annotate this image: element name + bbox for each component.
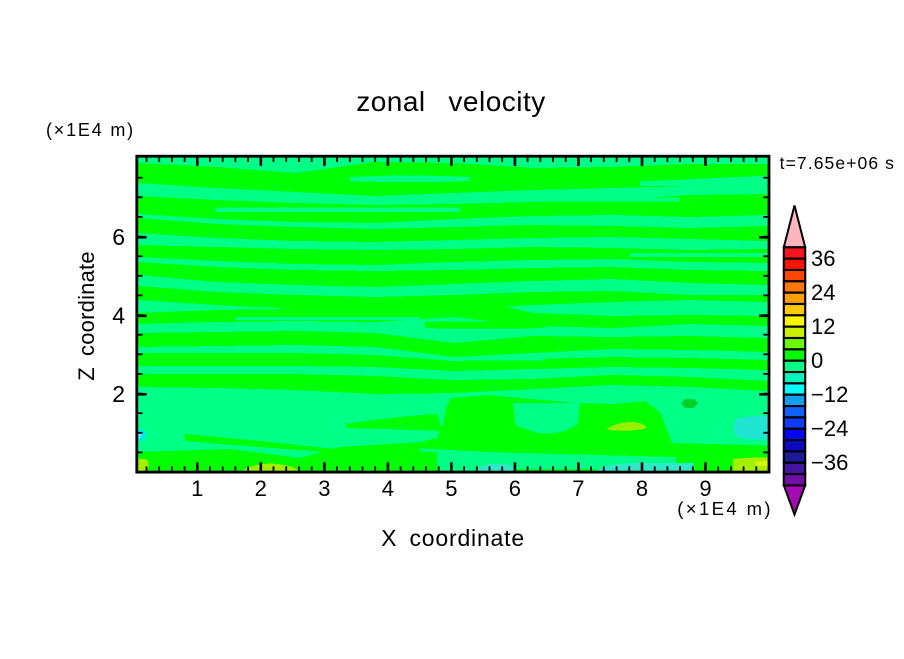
svg-text:24: 24	[811, 280, 835, 305]
svg-text:zonal velocity: zonal velocity	[356, 86, 546, 117]
svg-text:−24: −24	[811, 416, 848, 441]
svg-text:7: 7	[572, 476, 584, 501]
svg-text:X coordinate: X coordinate	[381, 525, 525, 551]
svg-text:9: 9	[699, 476, 711, 501]
svg-text:4: 4	[382, 476, 394, 501]
svg-text:(×1E4 m): (×1E4 m)	[46, 120, 135, 140]
svg-text:3: 3	[318, 476, 330, 501]
svg-text:4: 4	[112, 303, 125, 329]
svg-text:t=7.65e+06 s: t=7.65e+06 s	[780, 153, 895, 173]
svg-text:6: 6	[509, 476, 521, 501]
svg-text:−36: −36	[811, 450, 848, 475]
svg-text:1: 1	[191, 476, 203, 501]
svg-text:−12: −12	[811, 382, 848, 407]
svg-text:(×1E4 m): (×1E4 m)	[677, 498, 773, 519]
svg-text:6: 6	[112, 224, 125, 250]
svg-text:36: 36	[811, 246, 835, 271]
svg-text:12: 12	[811, 314, 835, 339]
svg-text:Z coordinate: Z coordinate	[74, 251, 99, 381]
svg-text:2: 2	[255, 476, 267, 501]
svg-text:8: 8	[636, 476, 648, 501]
svg-text:2: 2	[112, 381, 125, 407]
svg-text:5: 5	[445, 476, 457, 501]
svg-text:0: 0	[811, 348, 823, 373]
